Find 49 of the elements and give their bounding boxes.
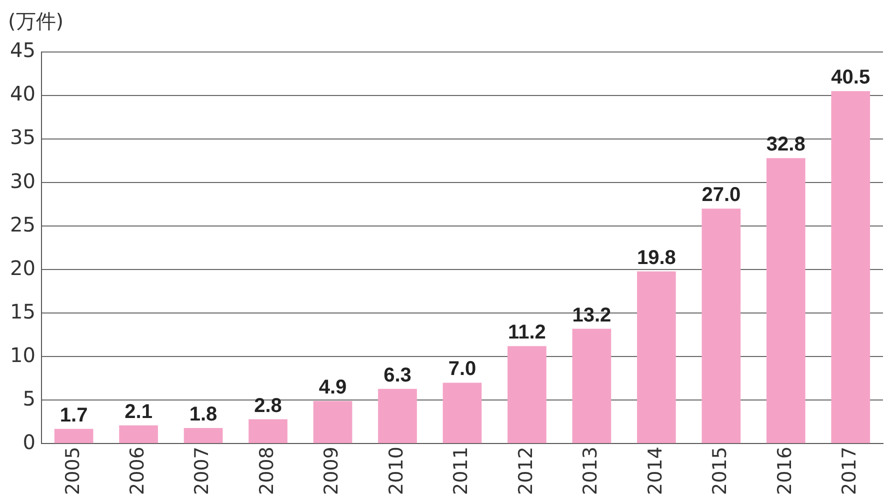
y-tick-label: 15 — [10, 299, 36, 324]
bar — [184, 428, 223, 444]
x-tick-label: 2012 — [514, 446, 537, 496]
y-axis-title: (万件) — [8, 8, 64, 35]
data-label: 1.7 — [60, 404, 88, 426]
data-label: 2.8 — [254, 394, 282, 417]
data-label: 40.5 — [831, 66, 870, 89]
data-label: 32.8 — [766, 134, 806, 156]
x-tick-label: 2007 — [191, 446, 214, 496]
x-tick-label: 2009 — [320, 446, 343, 496]
data-label: 4.9 — [318, 376, 347, 399]
bar — [572, 328, 612, 444]
x-tick-label: 2010 — [385, 446, 408, 496]
bar — [248, 419, 288, 444]
data-label: 27.0 — [702, 184, 741, 206]
data-label: 19.8 — [636, 246, 676, 269]
y-tick-label: 45 — [10, 38, 36, 62]
y-tick-label: 0 — [22, 430, 36, 454]
y-tick-label: 20 — [10, 256, 36, 280]
bar — [313, 401, 352, 444]
bar — [119, 425, 158, 444]
bar — [637, 271, 676, 444]
x-tick-label: 2016 — [774, 446, 796, 496]
y-tick-label: 40 — [10, 82, 36, 106]
bar — [378, 388, 417, 444]
x-tick-label: 2015 — [709, 446, 732, 496]
data-label: 7.0 — [448, 358, 476, 380]
x-tick-label: 2013 — [580, 446, 602, 496]
bar — [831, 91, 870, 444]
y-tick-label: 5 — [22, 386, 36, 410]
y-tick-label: 25 — [10, 212, 36, 236]
bar — [766, 158, 806, 444]
x-tick-label: 2017 — [838, 446, 861, 496]
x-tick-label: 2008 — [256, 446, 278, 496]
x-tick-label: 2011 — [450, 446, 472, 496]
y-tick-label: 10 — [10, 342, 36, 367]
bar — [442, 382, 482, 444]
bar — [702, 208, 741, 444]
bar — [508, 346, 546, 444]
x-tick-label: 2005 — [62, 446, 84, 496]
data-label: 1.8 — [189, 403, 218, 426]
x-tick-label: 2006 — [126, 446, 148, 496]
data-label: 2.1 — [124, 400, 152, 423]
y-tick-label: 35 — [10, 125, 36, 150]
x-tick-label: 2014 — [644, 446, 666, 496]
y-tick-label: 30 — [10, 168, 36, 193]
bar — [54, 428, 94, 444]
data-label: 11.2 — [508, 322, 546, 344]
data-label: 6.3 — [384, 364, 412, 386]
